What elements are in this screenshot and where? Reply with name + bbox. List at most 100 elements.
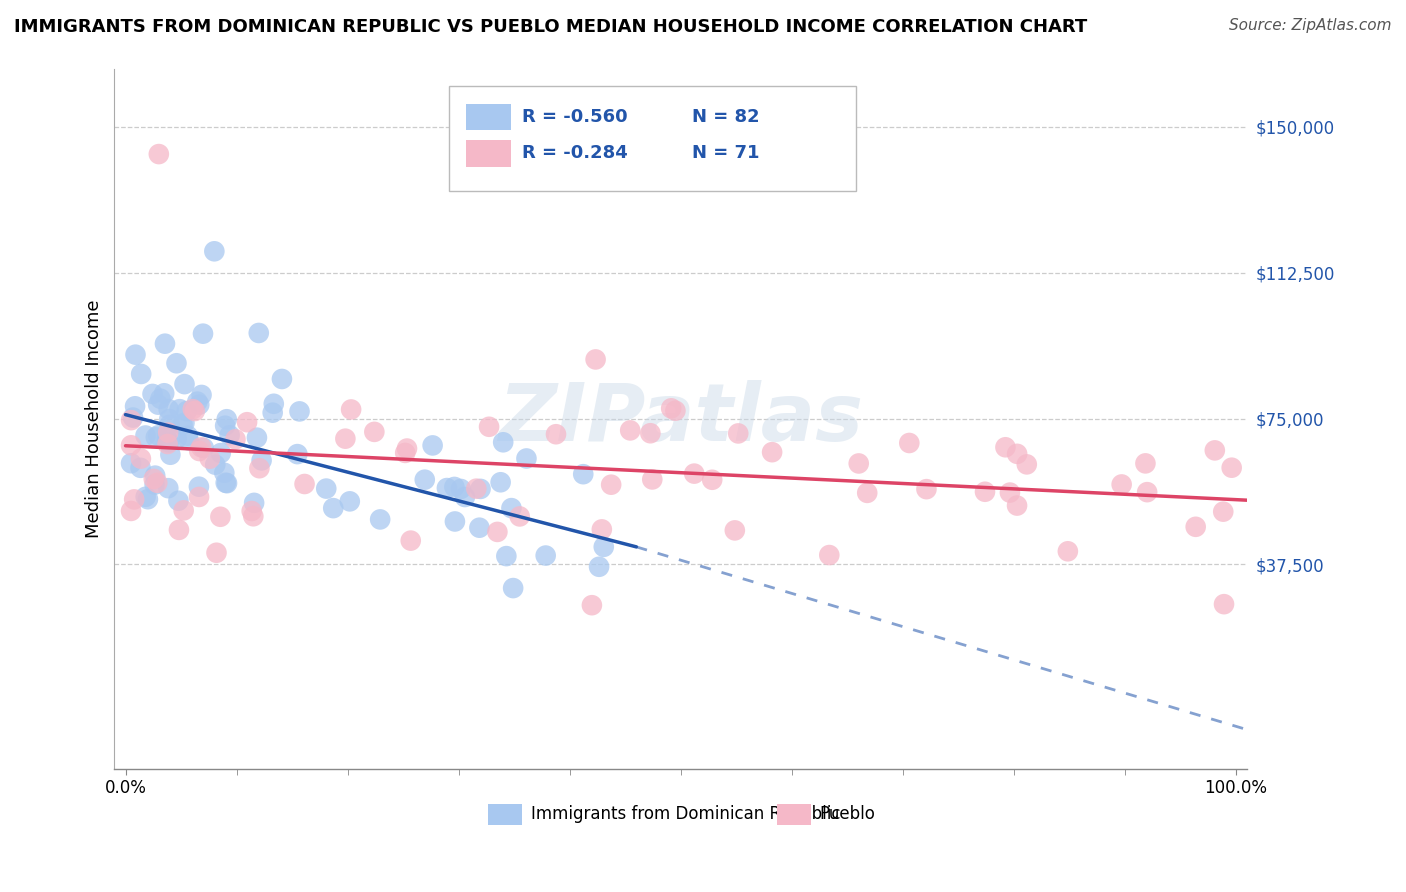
Text: Pueblo: Pueblo — [818, 805, 875, 823]
Point — [619, 424, 641, 438]
Point — [591, 522, 613, 536]
Point — [143, 477, 166, 491]
Point — [141, 387, 163, 401]
Point — [915, 482, 938, 496]
Point — [1212, 505, 1234, 519]
Point — [363, 425, 385, 439]
Point — [271, 372, 294, 386]
Point — [204, 458, 226, 472]
Point — [246, 431, 269, 445]
Point — [641, 472, 664, 486]
Point — [724, 524, 747, 538]
Point — [250, 453, 273, 467]
Point — [215, 476, 238, 491]
Point — [129, 460, 152, 475]
Point — [664, 403, 686, 417]
Text: Immigrants from Dominican Republic: Immigrants from Dominican Republic — [531, 805, 841, 823]
Point — [157, 435, 180, 450]
Point — [534, 549, 557, 563]
Point — [761, 445, 783, 459]
Point — [122, 410, 145, 425]
Point — [159, 417, 181, 432]
Point — [898, 436, 921, 450]
Point — [818, 548, 841, 562]
Point — [1204, 443, 1226, 458]
Text: R = -0.560: R = -0.560 — [522, 108, 628, 126]
Point — [585, 352, 607, 367]
Point — [287, 447, 309, 461]
Point — [572, 467, 595, 482]
Point — [188, 490, 211, 504]
Point — [322, 501, 344, 516]
Point — [515, 451, 537, 466]
Point — [215, 475, 238, 490]
Point — [489, 475, 512, 490]
Point — [600, 477, 623, 491]
Point — [120, 413, 142, 427]
Point — [148, 428, 170, 442]
Point — [188, 398, 211, 412]
Point — [136, 492, 159, 507]
Point — [335, 432, 357, 446]
Point — [581, 598, 603, 612]
Point — [339, 494, 361, 508]
Point — [190, 388, 212, 402]
Point — [129, 451, 152, 466]
Text: N = 71: N = 71 — [692, 145, 759, 162]
Point — [399, 533, 422, 548]
Point — [683, 467, 706, 481]
Point — [974, 484, 997, 499]
Point — [176, 404, 198, 418]
Point — [702, 473, 724, 487]
Point — [143, 468, 166, 483]
Point — [153, 336, 176, 351]
Point — [998, 485, 1021, 500]
Point — [1184, 520, 1206, 534]
Point — [249, 461, 271, 475]
Point — [167, 523, 190, 537]
Point — [422, 438, 444, 452]
Point — [1136, 485, 1159, 500]
Point — [502, 581, 524, 595]
Point — [994, 440, 1017, 454]
Point — [191, 326, 214, 341]
Point — [659, 401, 682, 416]
Point — [242, 509, 264, 524]
Point — [124, 348, 146, 362]
Point — [1220, 460, 1243, 475]
Point — [1111, 477, 1133, 491]
Point — [122, 492, 145, 507]
Point — [1005, 447, 1028, 461]
Point — [1056, 544, 1078, 558]
Point — [444, 515, 467, 529]
Point — [156, 431, 179, 445]
Point — [146, 398, 169, 412]
Point — [240, 504, 263, 518]
Point — [120, 438, 142, 452]
Point — [454, 490, 477, 504]
Point — [218, 428, 240, 442]
Point — [156, 437, 179, 451]
Point — [129, 367, 152, 381]
Point — [450, 482, 472, 496]
Point — [395, 442, 418, 456]
Point — [177, 434, 200, 448]
Point — [187, 480, 209, 494]
Point — [501, 501, 523, 516]
Point — [263, 397, 285, 411]
Point — [509, 509, 531, 524]
Point — [288, 404, 311, 418]
Point — [214, 418, 236, 433]
FancyBboxPatch shape — [449, 86, 856, 191]
Point — [209, 446, 232, 460]
Point — [243, 496, 266, 510]
Point — [205, 546, 228, 560]
Point — [146, 475, 169, 490]
Point — [468, 521, 491, 535]
Point — [1135, 456, 1157, 470]
Point — [443, 480, 465, 494]
Point — [166, 356, 188, 370]
Point — [413, 473, 436, 487]
Point — [193, 441, 215, 455]
FancyBboxPatch shape — [465, 103, 510, 130]
